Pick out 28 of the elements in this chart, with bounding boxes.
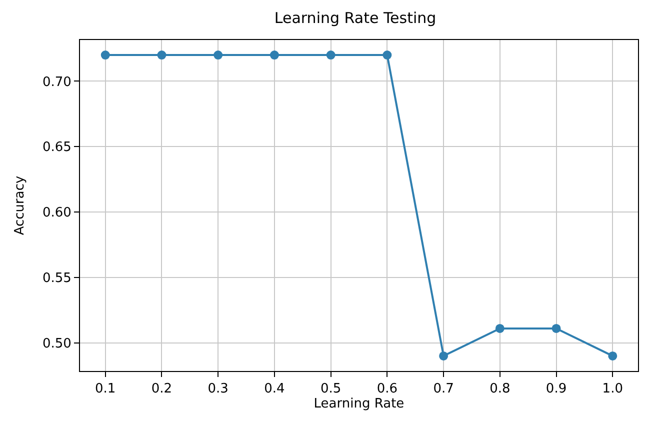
x-tick-label: 0.3 [208, 382, 228, 397]
x-tick-label: 0.7 [433, 382, 454, 397]
x-tick-label: 0.6 [376, 382, 398, 397]
point [552, 324, 561, 333]
chart-title: Learning Rate Testing [274, 9, 436, 28]
point [495, 324, 504, 333]
point [214, 50, 223, 60]
x-tick-label: 0.9 [546, 382, 567, 397]
x-tick-label: 0.4 [264, 382, 285, 397]
y-tick-label: 0.60 [42, 206, 72, 221]
y-tick-label: 0.55 [42, 271, 72, 286]
point [100, 50, 110, 60]
y-tick-label: 0.70 [42, 74, 72, 90]
y-tick-label: 0.50 [42, 336, 72, 352]
point [439, 351, 448, 360]
x-tick-label: 0.1 [95, 382, 116, 397]
y-tick-label: 0.65 [42, 140, 72, 156]
x-axis-title: Learning Rate [314, 396, 404, 412]
x-tick-label: 1.0 [602, 382, 623, 397]
x-tick-label: 0.5 [320, 382, 342, 397]
y-axis-title: Accuracy [12, 176, 28, 236]
point [326, 50, 336, 60]
point [157, 50, 166, 60]
x-tick-label: 0.8 [490, 382, 510, 397]
point [382, 50, 392, 60]
x-tick-label: 0.2 [151, 382, 172, 397]
point [608, 351, 618, 360]
point [270, 50, 279, 60]
